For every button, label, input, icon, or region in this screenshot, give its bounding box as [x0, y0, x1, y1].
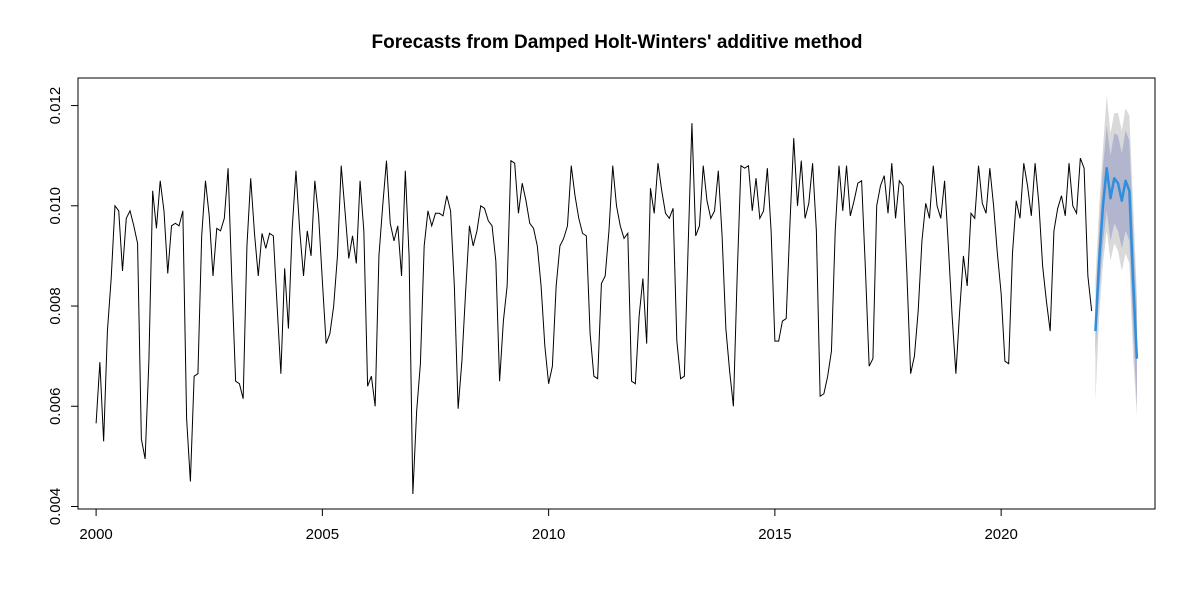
x-tick-label: 2020 [984, 526, 1017, 543]
forecast-series-line [1094, 166, 1139, 359]
y-axis: 0.004 0.006 0.008 0.010 0.012 [47, 87, 79, 526]
pi80-band [1095, 125, 1137, 407]
y-tick-label: 0.010 [47, 187, 64, 225]
observed-series-line [95, 123, 1093, 494]
plot-frame [77, 77, 1156, 510]
x-tick-label: 2015 [758, 526, 791, 543]
x-tick-label: 2005 [306, 526, 339, 543]
chart-title: Forecasts from Damped Holt-Winters' addi… [371, 32, 862, 53]
x-tick-label: 2000 [79, 526, 112, 543]
y-tick-label: 0.006 [47, 387, 64, 425]
prediction-intervals [1095, 95, 1137, 417]
y-tick-label: 0.008 [47, 287, 64, 325]
series-lines [95, 123, 1139, 494]
x-axis: 2000 2005 2010 2015 2020 [79, 508, 1018, 543]
y-tick-label: 0.004 [47, 488, 64, 526]
y-tick-label: 0.012 [47, 87, 64, 125]
x-tick-label: 2010 [532, 526, 565, 543]
